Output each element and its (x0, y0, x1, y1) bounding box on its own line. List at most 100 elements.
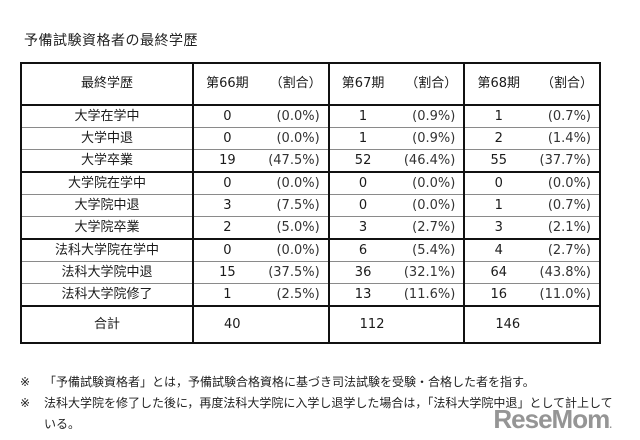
ratio-68: (0.0%) (532, 171, 601, 195)
footnotes: ※ 「予備試験資格者」とは，予備試験合格資格に基づき司法試験を受験・合格した者を指… (20, 372, 620, 435)
count-68: 4 (464, 238, 533, 262)
header-period-66: 第66期 (193, 62, 261, 106)
ratio-68: (43.8%) (532, 261, 601, 284)
row-label: 大学院中退 (21, 194, 194, 217)
footnote-continuation: いる。 (44, 417, 81, 431)
ratio-68: (11.0%) (532, 283, 601, 307)
ratio-66: (2.5%) (260, 283, 330, 307)
count-67: 52 (328, 149, 397, 173)
count-68: 3 (464, 216, 533, 240)
ratio-66: (37.5%) (260, 261, 330, 284)
row-label: 大学卒業 (21, 149, 194, 173)
count-66: 0 (193, 171, 261, 195)
table-row: 大学院在学中 0 (0.0%) 0 (0.0%) 0 (0.0%) (21, 171, 601, 195)
header-ratio-67: （割合） (396, 62, 466, 106)
footnote: ※ 「予備試験資格者」とは，予備試験合格資格に基づき司法試験を受験・合格した者を指… (20, 372, 620, 393)
count-67: 1 (328, 127, 397, 150)
ratio-68: (1.4%) (532, 127, 601, 150)
ratio-66: (0.0%) (260, 127, 330, 150)
row-label: 法科大学院中退 (21, 261, 194, 284)
logo-dot: . (609, 420, 612, 431)
table-row: 法科大学院在学中 0 (0.0%) 6 (5.4%) 4 (2.7%) (21, 238, 601, 262)
footnote: ※ 法科大学院を修了した後に，再度法科大学院に入学し退学した場合は，「法科大学院中… (20, 393, 620, 414)
row-label: 大学中退 (21, 127, 194, 150)
ratio-67: (0.0%) (396, 194, 466, 217)
table-row: 法科大学院修了 1 (2.5%) 13 (11.6%) 16 (11.0%) (21, 283, 601, 307)
note-text: 法科大学院を修了した後に，再度法科大学院に入学し退学した場合は，「法科大学院中退… (44, 396, 613, 410)
total-ratio-66-empty (260, 305, 330, 344)
count-67: 36 (328, 261, 397, 284)
note-mark: ※ (20, 375, 31, 389)
ratio-66: (0.0%) (260, 238, 330, 262)
ratio-66: (0.0%) (260, 171, 330, 195)
count-66: 0 (193, 127, 261, 150)
header-ratio-68: （割合） (532, 62, 601, 106)
table-row: 大学在学中 0 (0.0%) 1 (0.9%) 1 (0.7%) (21, 104, 601, 128)
ratio-67: (46.4%) (396, 149, 466, 173)
count-67: 1 (328, 104, 397, 128)
logo-text: ReseMom (493, 404, 610, 434)
count-67: 0 (328, 171, 397, 195)
row-label: 大学院卒業 (21, 216, 194, 240)
table-row: 大学院卒業 2 (5.0%) 3 (2.7%) 3 (2.1%) (21, 216, 601, 240)
row-label: 法科大学院在学中 (21, 238, 194, 262)
ratio-66: (0.0%) (260, 104, 330, 128)
ratio-67: (0.9%) (396, 127, 466, 150)
count-66: 0 (193, 104, 261, 128)
ratio-68: (37.7%) (532, 149, 601, 173)
ratio-66: (47.5%) (260, 149, 330, 173)
table-header-row: 最終学歴 第66期 （割合） 第67期 （割合） 第68期 （割合） (21, 62, 601, 106)
total-66: 40 (193, 305, 261, 344)
table-row: 大学中退 0 (0.0%) 1 (0.9%) 2 (1.4%) (21, 127, 601, 150)
count-66: 3 (193, 194, 261, 217)
count-68: 1 (464, 104, 533, 128)
note-mark: ※ (20, 396, 31, 410)
row-label: 大学院在学中 (21, 171, 194, 195)
ratio-67: (11.6%) (396, 283, 466, 307)
count-67: 0 (328, 194, 397, 217)
header-period-68: 第68期 (464, 62, 533, 106)
note-text: 「予備試験資格者」とは，予備試験合格資格に基づき司法試験を受験・合格した者を指す… (44, 375, 535, 389)
ratio-67: (0.9%) (396, 104, 466, 128)
page-title: 予備試験資格者の最終学歴 (24, 33, 198, 49)
ratio-66: (7.5%) (260, 194, 330, 217)
ratio-68: (0.7%) (532, 194, 601, 217)
header-ratio-66: （割合） (260, 62, 330, 106)
table-row: 大学卒業 19 (47.5%) 52 (46.4%) 55 (37.7%) (21, 149, 601, 173)
ratio-66: (5.0%) (260, 216, 330, 240)
row-label: 法科大学院修了 (21, 283, 194, 307)
count-68: 2 (464, 127, 533, 150)
ratio-67: (32.1%) (396, 261, 466, 284)
ratio-68: (2.7%) (532, 238, 601, 262)
ratio-67: (0.0%) (396, 171, 466, 195)
count-68: 1 (464, 194, 533, 217)
total-67: 112 (328, 305, 397, 344)
total-ratio-67-empty (396, 305, 466, 344)
count-68: 0 (464, 171, 533, 195)
header-period-67: 第67期 (328, 62, 397, 106)
count-68: 64 (464, 261, 533, 284)
count-66: 1 (193, 283, 261, 307)
count-66: 15 (193, 261, 261, 284)
total-68: 146 (464, 305, 533, 344)
header-education: 最終学歴 (21, 62, 194, 106)
count-68: 55 (464, 149, 533, 173)
count-66: 2 (193, 216, 261, 240)
count-68: 16 (464, 283, 533, 307)
table-row: 法科大学院中退 15 (37.5%) 36 (32.1%) 64 (43.8%) (21, 261, 601, 284)
total-row: 合計 40 112 146 (21, 305, 601, 344)
count-67: 3 (328, 216, 397, 240)
table-row: 大学院中退 3 (7.5%) 0 (0.0%) 1 (0.7%) (21, 194, 601, 217)
row-label: 大学在学中 (21, 104, 194, 128)
education-table: 最終学歴 第66期 （割合） 第67期 （割合） 第68期 （割合） 大学在学中… (20, 62, 601, 344)
ratio-67: (5.4%) (396, 238, 466, 262)
ratio-68: (0.7%) (532, 104, 601, 128)
count-66: 0 (193, 238, 261, 262)
count-67: 6 (328, 238, 397, 262)
count-67: 13 (328, 283, 397, 307)
count-66: 19 (193, 149, 261, 173)
total-label: 合計 (21, 305, 194, 344)
ratio-67: (2.7%) (396, 216, 466, 240)
total-ratio-68-empty (532, 305, 601, 344)
ratio-68: (2.1%) (532, 216, 601, 240)
